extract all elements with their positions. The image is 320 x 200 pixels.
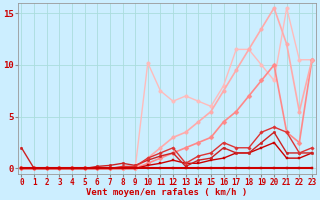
X-axis label: Vent moyen/en rafales ( km/h ): Vent moyen/en rafales ( km/h ) (86, 188, 247, 197)
